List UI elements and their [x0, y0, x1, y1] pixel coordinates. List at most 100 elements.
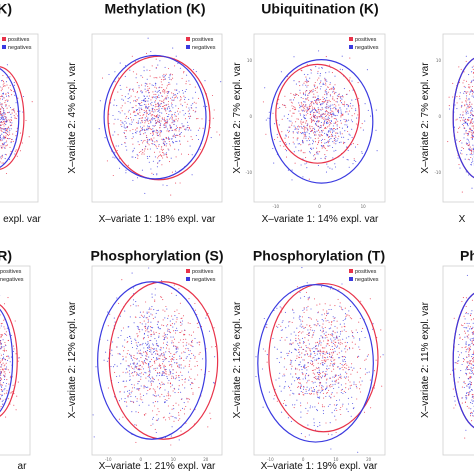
data-point-positives [1, 162, 3, 164]
data-point-negatives [296, 139, 298, 141]
data-point-positives [161, 146, 163, 148]
data-point-negatives [165, 126, 167, 128]
data-point-negatives [2, 113, 4, 115]
data-point-positives [313, 93, 315, 95]
data-point-positives [173, 344, 175, 346]
data-point-positives [129, 393, 131, 396]
data-point-negatives [468, 98, 470, 100]
data-point-negatives [330, 128, 333, 130]
data-point-positives [0, 145, 2, 147]
data-point-negatives [157, 358, 159, 360]
data-point-negatives [300, 125, 302, 127]
data-point-positives [151, 139, 153, 141]
data-point-negatives [144, 85, 146, 87]
data-point-positives [344, 121, 346, 123]
data-point-negatives [140, 139, 142, 142]
data-point-negatives [2, 353, 5, 355]
data-point-positives [1, 359, 4, 361]
data-point-negatives [467, 110, 469, 112]
data-point-negatives [146, 119, 148, 121]
data-point-positives [173, 120, 175, 122]
data-point-positives [333, 99, 335, 101]
data-point-positives [159, 396, 161, 398]
data-point-negatives [312, 111, 315, 114]
data-point-positives [185, 83, 187, 85]
data-point-positives [317, 70, 319, 72]
data-point-positives [333, 118, 335, 120]
data-point-negatives [321, 66, 323, 69]
data-point-positives [0, 158, 2, 160]
data-point-positives [192, 109, 194, 111]
data-point-negatives [320, 129, 323, 132]
data-point-negatives [139, 316, 141, 318]
data-point-negatives [170, 138, 173, 140]
data-point-negatives [148, 92, 150, 94]
data-point-negatives [134, 366, 136, 368]
data-point-negatives [314, 132, 316, 134]
data-point-positives [301, 70, 303, 72]
data-point-negatives [297, 126, 299, 128]
data-point-positives [155, 58, 157, 60]
data-point-positives [17, 381, 19, 383]
data-point-positives [16, 395, 18, 397]
data-point-positives [314, 157, 316, 159]
data-point-negatives [316, 103, 318, 105]
data-point-positives [179, 127, 181, 129]
data-point-negatives [166, 143, 168, 145]
data-point-negatives [130, 123, 132, 125]
data-point-positives [157, 121, 159, 123]
data-point-positives [319, 135, 321, 137]
data-point-negatives [324, 111, 326, 113]
data-point-positives [139, 398, 141, 400]
data-point-negatives [283, 115, 285, 117]
data-point-positives [466, 143, 468, 145]
data-point-positives [126, 353, 128, 355]
data-point-positives [302, 92, 304, 94]
data-point-negatives [326, 163, 328, 165]
data-point-positives [183, 135, 185, 137]
data-point-positives [298, 104, 301, 106]
data-point-negatives [166, 116, 168, 118]
data-point-positives [174, 65, 176, 67]
data-point-negatives [468, 99, 470, 101]
data-point-negatives [123, 391, 125, 393]
data-point-negatives [164, 153, 166, 155]
data-point-negatives [135, 411, 137, 413]
data-point-positives [302, 141, 304, 143]
data-point-negatives [1, 154, 4, 156]
data-point-negatives [464, 158, 466, 160]
legend-swatch-negatives [349, 45, 353, 49]
data-point-positives [141, 360, 143, 363]
data-point-positives [13, 108, 15, 110]
data-point-negatives [134, 132, 137, 134]
data-point-negatives [336, 128, 338, 130]
confidence-ellipse-negatives [269, 59, 374, 184]
data-point-positives [136, 122, 138, 124]
data-point-negatives [4, 112, 6, 114]
data-point-positives [179, 339, 182, 341]
data-point-negatives [205, 317, 207, 319]
data-point-positives [160, 92, 162, 94]
data-point-positives [320, 115, 322, 117]
data-point-positives [143, 110, 145, 112]
data-point-negatives [129, 379, 131, 381]
data-point-positives [164, 104, 166, 107]
data-point-positives [321, 101, 323, 103]
panel-1: positivesnegativesn (K)expl. var [0, 1, 42, 225]
plot-frame [91, 265, 223, 456]
data-point-positives [166, 130, 168, 132]
data-point-positives [163, 117, 165, 119]
data-point-negatives [174, 115, 176, 117]
data-point-positives [357, 82, 359, 84]
data-point-positives [306, 106, 308, 108]
data-point-negatives [169, 78, 171, 80]
data-point-positives [141, 153, 143, 155]
data-point-positives [299, 113, 301, 115]
data-point-positives [183, 72, 185, 74]
data-point-positives [353, 158, 355, 160]
data-point-positives [155, 369, 157, 371]
data-point-positives [156, 371, 158, 374]
data-point-negatives [159, 104, 161, 106]
data-point-negatives [332, 91, 334, 93]
